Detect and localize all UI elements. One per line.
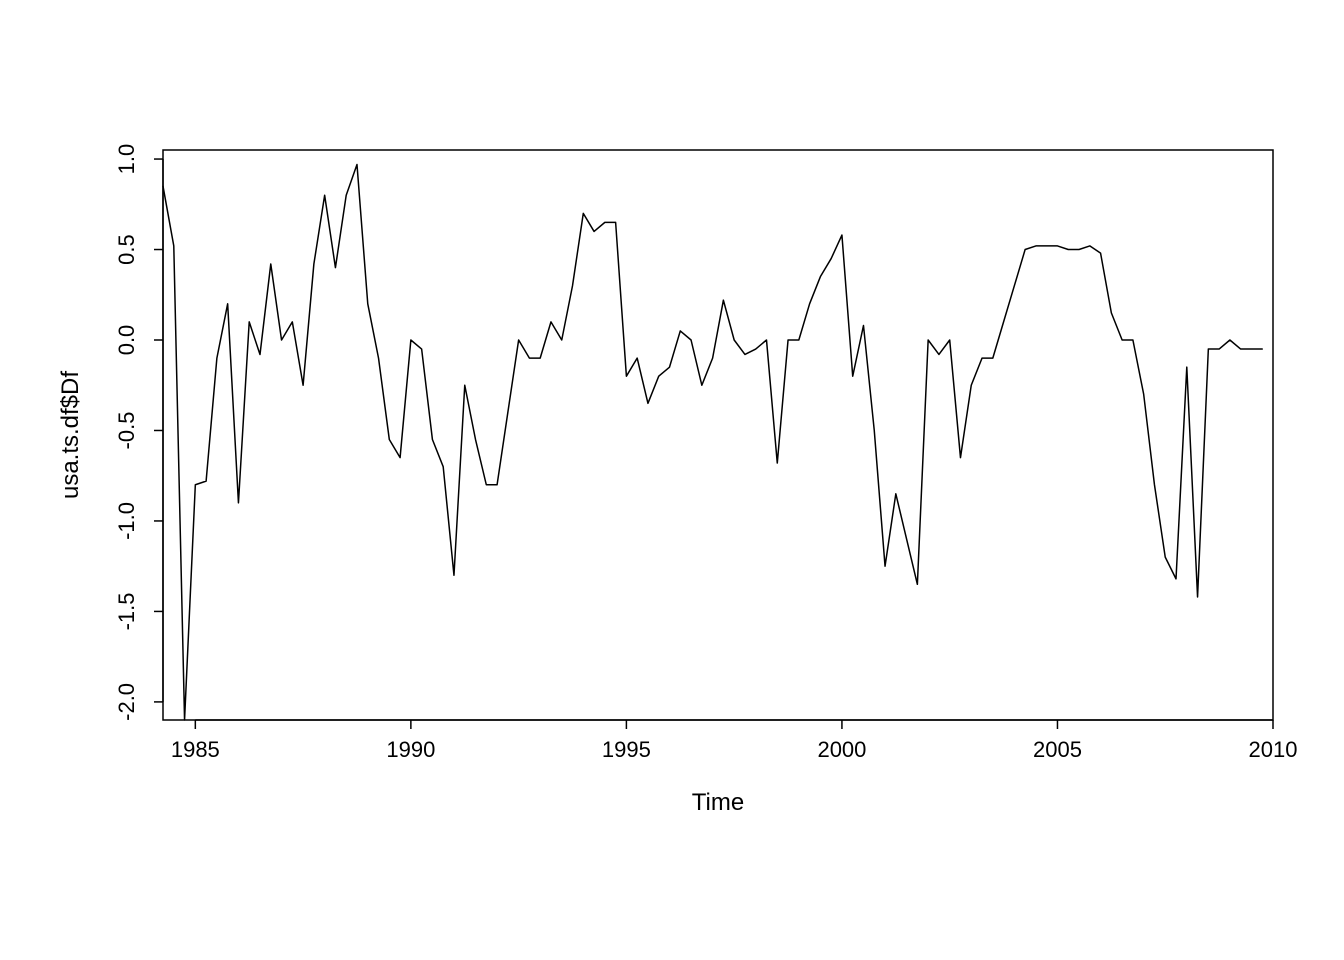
y-tick-label: 1.0 bbox=[114, 144, 139, 175]
y-tick-label: 0.5 bbox=[114, 234, 139, 265]
timeseries-chart: 1985 1990 1995 2000 2005 2010 -2.0 -1.5 -1.0 -0.5… bbox=[0, 0, 1344, 960]
x-tick-label: 1985 bbox=[171, 737, 220, 762]
x-tick-label: 2010 bbox=[1249, 737, 1298, 762]
chart-container: 1985 1990 1995 2000 2005 2010 -2.0 -1.5 -1.0 -0.5… bbox=[0, 0, 1344, 960]
y-tick-label: -0.5 bbox=[114, 412, 139, 450]
x-tick-label: 2000 bbox=[817, 737, 866, 762]
y-tick-label: -1.0 bbox=[114, 502, 139, 540]
y-tick-label: 0.0 bbox=[114, 325, 139, 356]
y-tick-label: -1.5 bbox=[114, 592, 139, 630]
x-tick-label: 1995 bbox=[602, 737, 651, 762]
x-axis-label: Time bbox=[692, 789, 744, 816]
y-tick-label: -2.0 bbox=[114, 683, 139, 721]
x-tick-label: 2005 bbox=[1033, 737, 1082, 762]
y-axis-label: usa.ts.df$Df bbox=[57, 371, 84, 499]
x-tick-label: 1990 bbox=[386, 737, 435, 762]
